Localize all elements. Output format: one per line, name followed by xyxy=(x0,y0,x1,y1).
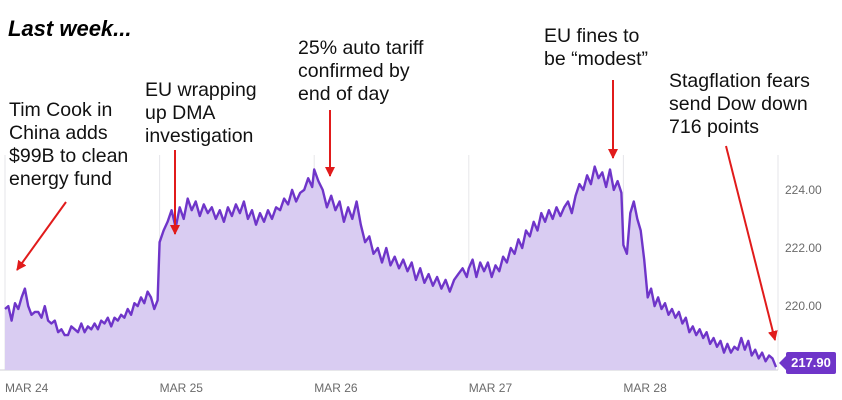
annotation-tim-cook: Tim Cook in China adds $99B to clean ene… xyxy=(9,99,129,190)
price-area xyxy=(5,166,776,370)
annotation-arrows xyxy=(16,80,778,341)
y-tick-label: 224.00 xyxy=(785,183,822,197)
x-tick-label: MAR 28 xyxy=(623,381,667,395)
chart-heading: Last week... xyxy=(8,16,132,41)
arrow-stagflation xyxy=(725,145,778,341)
annotation-stagflation: Stagflation fears send Dow down 716 poin… xyxy=(669,70,810,138)
annotation-eu-fines: EU fines to be “modest” xyxy=(544,25,649,70)
last-price-badge: 217.90 xyxy=(779,352,836,374)
x-tick-label: MAR 26 xyxy=(314,381,358,395)
x-tick-label: MAR 25 xyxy=(160,381,204,395)
x-tick-label: MAR 24 xyxy=(5,381,49,395)
x-tick-label: MAR 27 xyxy=(469,381,513,395)
y-tick-label: 222.00 xyxy=(785,241,822,255)
price-line xyxy=(4,165,778,368)
y-axis-ticks: 224.00 222.00 220.00 xyxy=(785,183,822,313)
arrow-tim-cook xyxy=(16,201,67,271)
annotation-auto-tariff: 25% auto tariff confirmed by end of day xyxy=(298,37,424,105)
annotation-eu-dma: EU wrapping up DMA investigation xyxy=(145,79,257,147)
x-axis-ticks: MAR 24 MAR 25 MAR 26 MAR 27 MAR 28 xyxy=(5,381,667,395)
y-tick-label: 220.00 xyxy=(785,299,822,313)
